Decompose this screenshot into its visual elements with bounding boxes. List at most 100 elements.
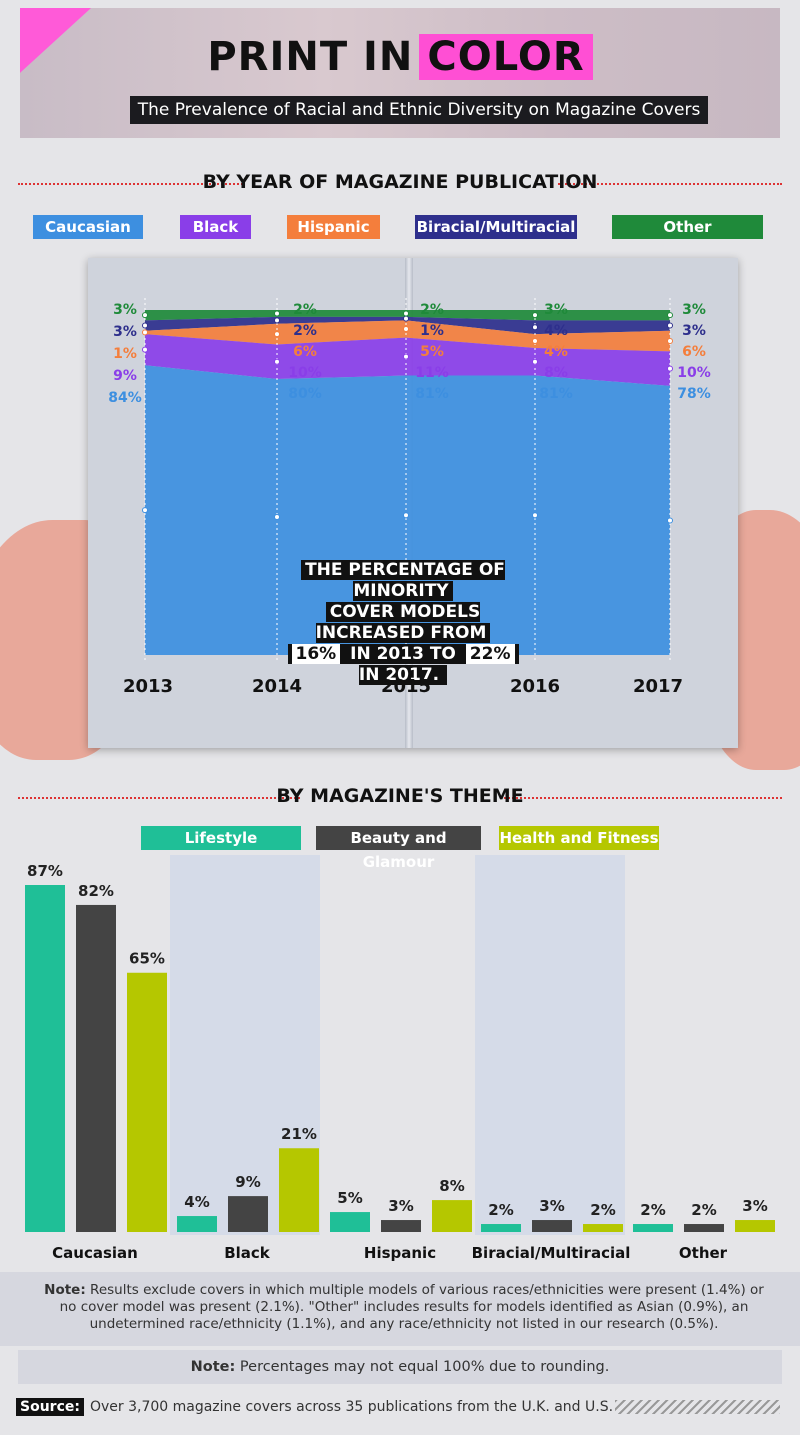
area-data-label: 2% bbox=[420, 302, 444, 318]
area-point bbox=[274, 317, 280, 324]
area-point bbox=[142, 346, 148, 353]
bar-health-and-fitness bbox=[127, 972, 167, 1232]
x-tick-label: 2017 bbox=[632, 676, 684, 697]
area-data-label: 6% bbox=[293, 344, 317, 360]
x-tick-label: 2016 bbox=[509, 676, 561, 697]
page-subtitle: The Prevalence of Racial and Ethnic Dive… bbox=[130, 96, 708, 124]
area-data-label: 9% bbox=[113, 368, 137, 384]
area-data-label: 4% bbox=[544, 323, 568, 339]
area-data-label: 3% bbox=[113, 324, 137, 340]
source-text: Over 3,700 magazine covers across 35 pub… bbox=[89, 1399, 614, 1415]
area-data-label: 10% bbox=[288, 365, 322, 381]
area-point bbox=[532, 512, 538, 519]
section-heading-text: BY MAGAZINE'S THEME bbox=[276, 785, 524, 807]
bar-data-label: 4% bbox=[184, 1193, 209, 1211]
note-body: Results exclude covers in which multiple… bbox=[59, 1282, 764, 1332]
note-rounding: Note: Percentages may not equal 100% due… bbox=[18, 1350, 782, 1384]
area-data-label: 10% bbox=[677, 365, 711, 381]
x-tick-label: 2015 bbox=[380, 676, 432, 697]
callout-mid: IN 2013 TO bbox=[340, 644, 466, 664]
heading-divider-left bbox=[18, 183, 243, 185]
section-heading-text: BY YEAR OF MAGAZINE PUBLICATION bbox=[202, 171, 598, 193]
bar-data-label: 2% bbox=[488, 1201, 513, 1219]
section-heading-year: BY YEAR OF MAGAZINE PUBLICATION bbox=[18, 171, 782, 195]
bar-beauty-and-glamour bbox=[228, 1196, 268, 1232]
source-label: Source: bbox=[16, 1398, 84, 1416]
bar-data-label: 21% bbox=[281, 1125, 317, 1143]
category-label: Biracial/Multiracial bbox=[471, 1244, 631, 1262]
area-data-label: 8% bbox=[544, 365, 568, 381]
category-label: Hispanic bbox=[363, 1244, 437, 1262]
area-data-label: 4% bbox=[544, 344, 568, 360]
heading-divider-left bbox=[18, 797, 300, 799]
legend-item-hispanic: Hispanic bbox=[287, 215, 380, 239]
legend-item-beauty-and-glamour: Beauty and Glamour bbox=[316, 826, 481, 871]
area-point bbox=[667, 312, 673, 319]
area-point bbox=[403, 310, 409, 317]
bar-data-label: 3% bbox=[388, 1197, 413, 1215]
area-point bbox=[667, 322, 673, 329]
area-point bbox=[403, 325, 409, 332]
legend-item-black: Black bbox=[180, 215, 251, 239]
bar-beauty-and-glamour bbox=[532, 1220, 572, 1232]
bar-health-and-fitness bbox=[279, 1148, 319, 1232]
bar-health-and-fitness bbox=[735, 1220, 775, 1232]
area-data-label: 3% bbox=[113, 302, 137, 318]
area-data-label: 3% bbox=[544, 302, 568, 318]
area-point bbox=[142, 329, 148, 336]
area-data-label: 81% bbox=[539, 386, 573, 402]
bar-data-label: 2% bbox=[590, 1201, 615, 1219]
area-band-caucasian bbox=[145, 365, 670, 655]
bar-lifestyle bbox=[177, 1216, 217, 1232]
category-label: Black bbox=[224, 1244, 270, 1262]
heading-divider-right bbox=[558, 183, 782, 185]
area-point bbox=[532, 324, 538, 331]
bar-data-label: 3% bbox=[539, 1197, 564, 1215]
heading-divider-right bbox=[500, 797, 782, 799]
note-exclusions: Note: Results exclude covers in which mu… bbox=[34, 1282, 774, 1333]
page-title: PRINT IN COLOR bbox=[20, 34, 780, 80]
legend-item-health-and-fitness: Health and Fitness bbox=[499, 826, 659, 850]
area-data-label: 3% bbox=[682, 323, 706, 339]
callout-line3: 16% IN 2013 TO 22% IN 2017. bbox=[287, 644, 519, 685]
area-band-black bbox=[145, 334, 670, 386]
bar-health-and-fitness bbox=[432, 1200, 472, 1232]
note-body: Percentages may not equal 100% due to ro… bbox=[235, 1359, 610, 1375]
area-data-label: 78% bbox=[677, 386, 711, 402]
area-point bbox=[142, 507, 148, 514]
area-data-label: 81% bbox=[415, 386, 449, 402]
note-label: Note: bbox=[190, 1359, 236, 1375]
area-point bbox=[532, 358, 538, 365]
area-point bbox=[142, 322, 148, 329]
bar-data-label: 2% bbox=[691, 1201, 716, 1219]
bar-data-label: 87% bbox=[27, 862, 63, 880]
area-data-label: 84% bbox=[108, 390, 142, 406]
note-box bbox=[0, 1272, 800, 1346]
bar-data-label: 3% bbox=[742, 1197, 767, 1215]
note-label: Note: bbox=[44, 1282, 86, 1298]
legend-item-caucasian: Caucasian bbox=[33, 215, 143, 239]
bar-beauty-and-glamour bbox=[76, 904, 116, 1232]
section-heading-theme: BY MAGAZINE'S THEME bbox=[18, 785, 782, 809]
x-tick-label: 2014 bbox=[251, 676, 303, 697]
area-point bbox=[532, 338, 538, 345]
area-point bbox=[274, 310, 280, 317]
callout-text: THE PERCENTAGE OF MINORITY COVER MODELS … bbox=[276, 560, 530, 686]
pink-corner-accent bbox=[20, 8, 102, 82]
area-data-label: 80% bbox=[288, 386, 322, 402]
area-data-label: 1% bbox=[113, 346, 137, 362]
bar-data-label: 8% bbox=[439, 1177, 464, 1195]
area-data-label: 5% bbox=[420, 344, 444, 360]
x-tick-label: 2013 bbox=[122, 676, 174, 697]
area-data-label: 1% bbox=[420, 323, 444, 339]
title-part1: PRINT IN bbox=[207, 34, 414, 80]
legend-item-other: Other bbox=[612, 215, 763, 239]
area-point bbox=[142, 312, 148, 319]
callout-value-2017: 22% bbox=[465, 644, 515, 664]
category-panel bbox=[475, 855, 625, 1235]
callout-line2: COVER MODELS INCREASED FROM bbox=[315, 602, 491, 643]
bar-data-label: 82% bbox=[78, 882, 114, 900]
bar-health-and-fitness bbox=[583, 1224, 623, 1232]
